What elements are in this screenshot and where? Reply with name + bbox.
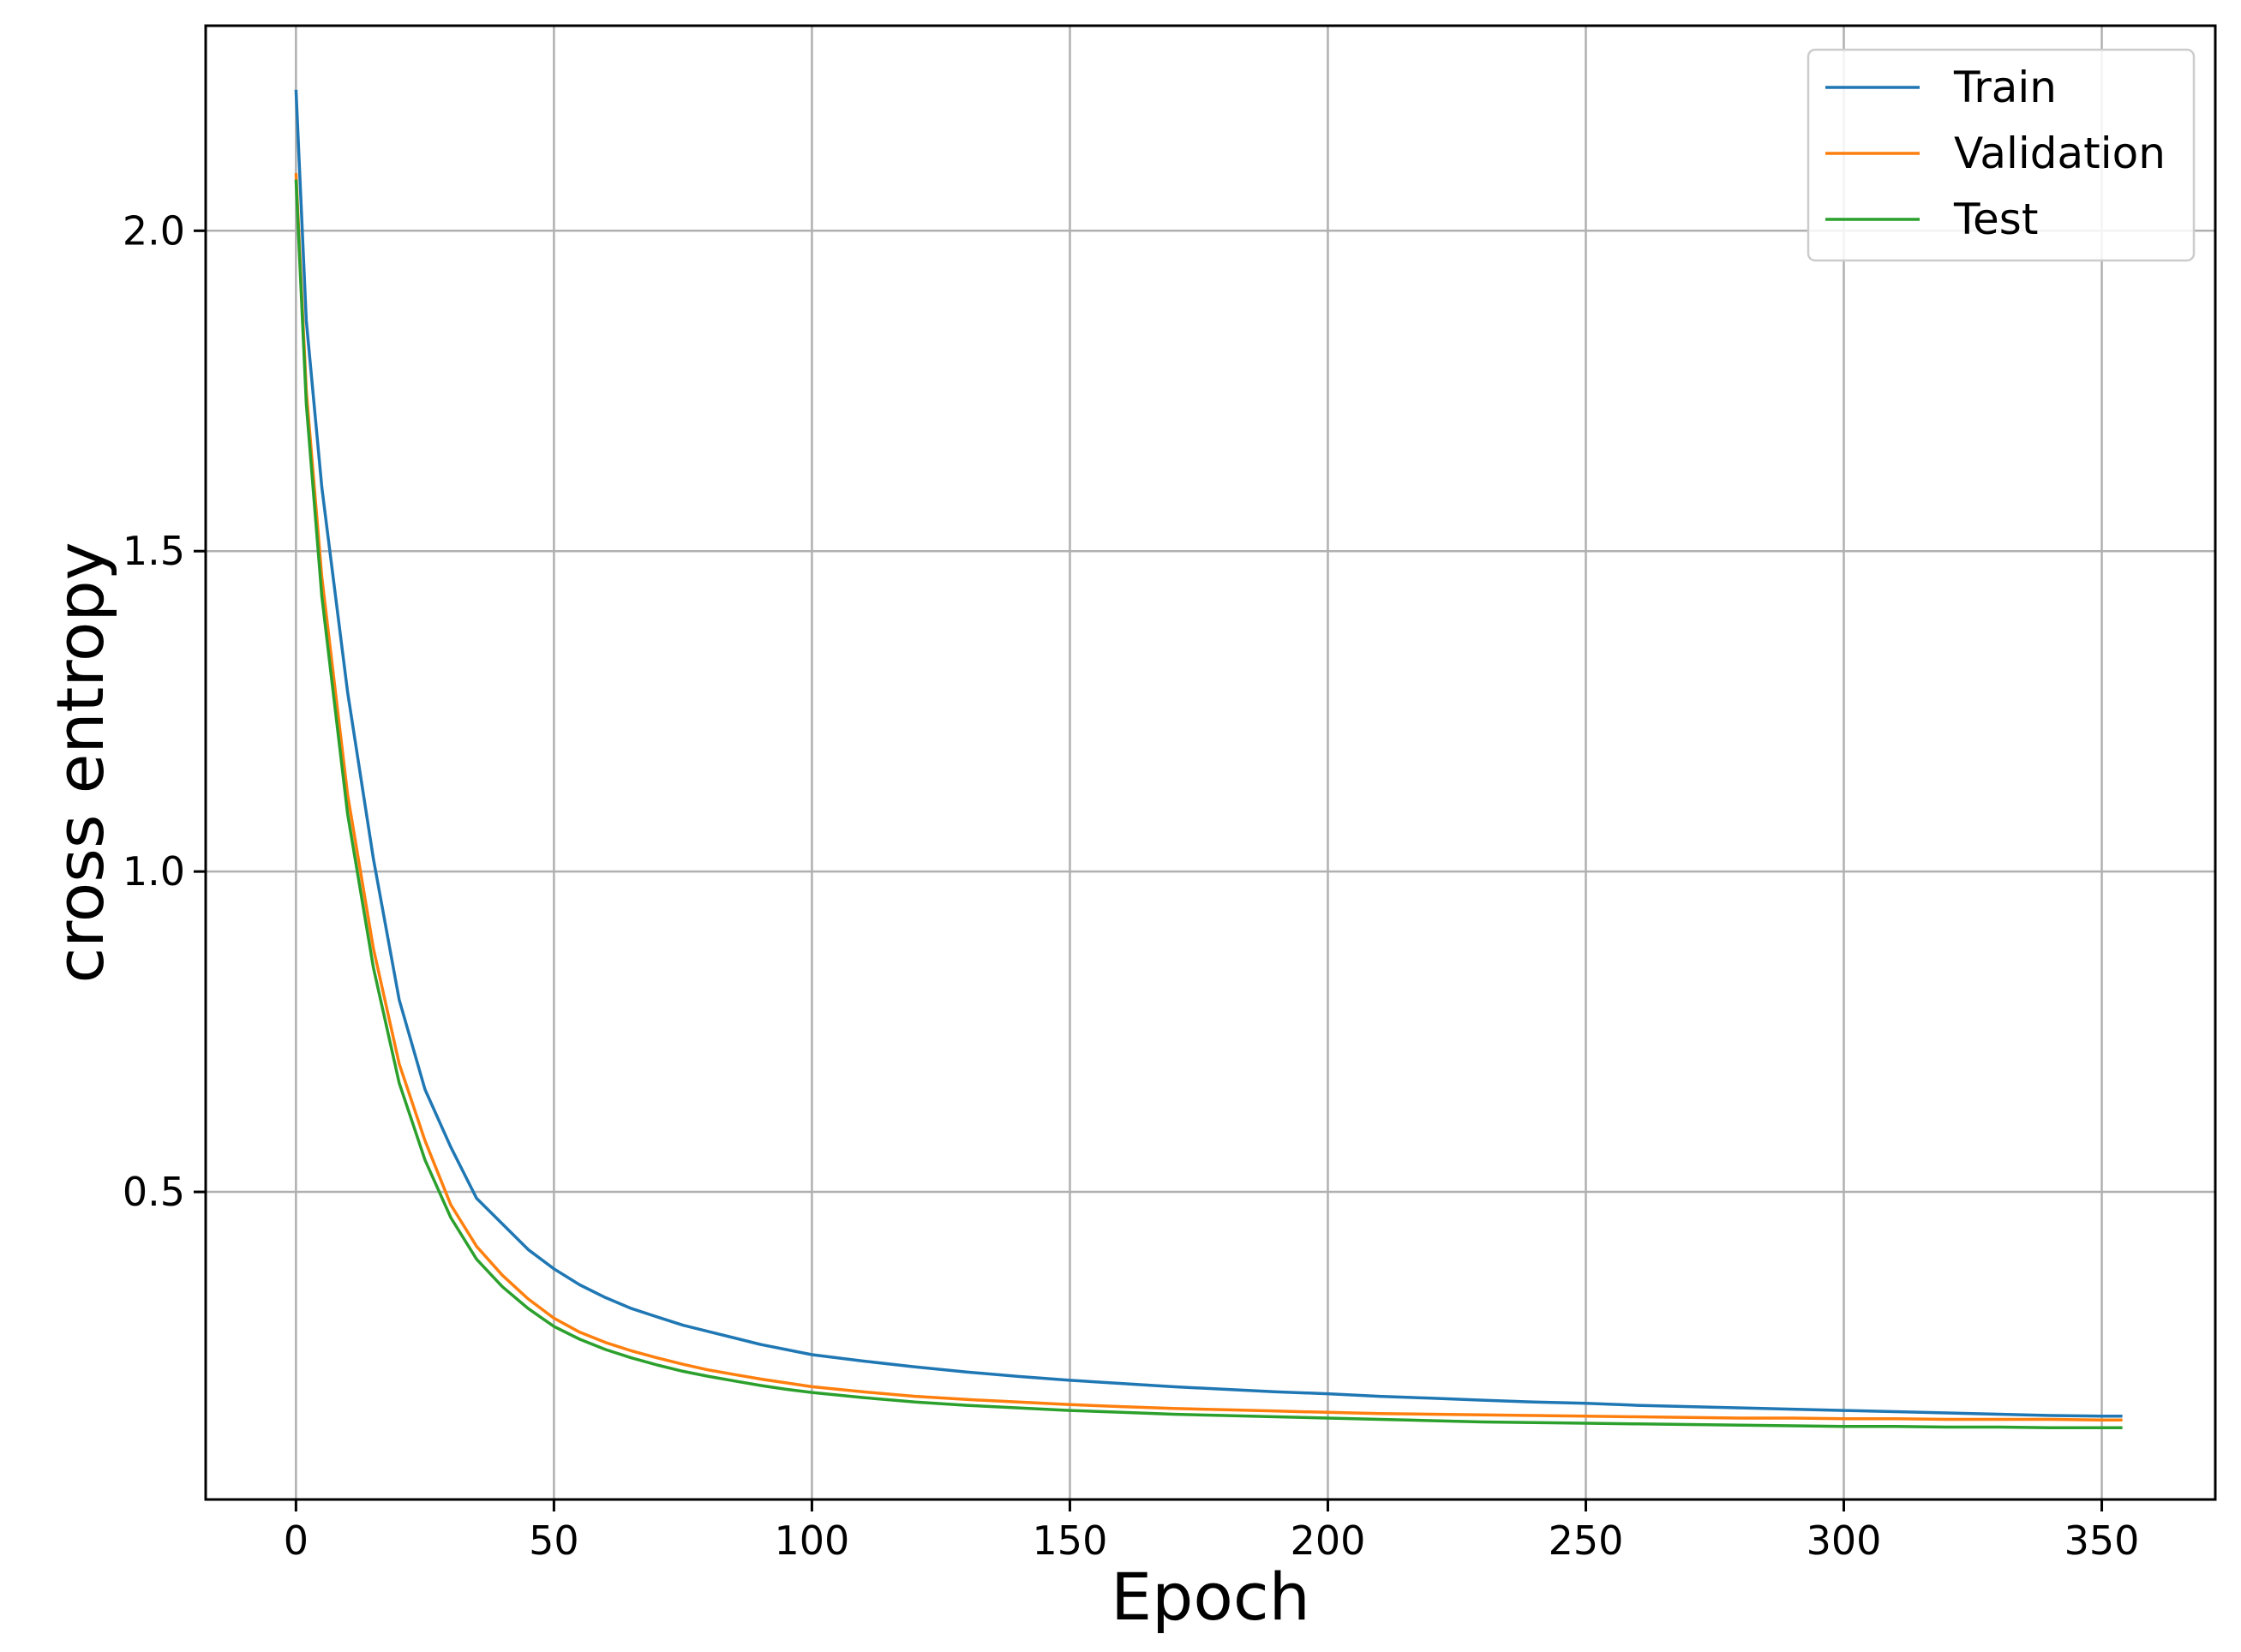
x-tick-label: 50 [529,1517,579,1564]
legend-label-test: Test [1953,195,2038,244]
x-axis-label: Epoch [1111,1559,1310,1635]
legend: Train Validation Test [1807,48,2196,262]
x-tick-label: 200 [1291,1517,1366,1564]
y-tick-label: 1.5 [123,528,185,574]
plot-frame [204,24,2217,1501]
grid [206,26,2215,1499]
x-tick-label: 100 [775,1517,850,1564]
series-line-validation [294,172,2123,1422]
ticks: 0 50 100 150 200 250 300 350 0.5 1.0 1.5 2.0 [123,207,2140,1564]
x-tick-label: 150 [1033,1517,1108,1564]
legend-box [1807,48,2196,262]
y-tick-label: 2.0 [123,207,185,254]
x-tick-label: 350 [2064,1517,2140,1564]
y-tick-label: 0.5 [123,1169,185,1215]
series-layer [294,89,2123,1429]
series-line-test [294,179,2123,1429]
x-tick-label: 300 [1807,1517,1882,1564]
series-line-train [294,89,2123,1418]
legend-label-validation: Validation [1954,129,2166,178]
x-tick-label: 250 [1549,1517,1624,1564]
y-tick-label: 1.0 [123,848,185,895]
y-axis-label: cross entropy [42,542,118,983]
legend-label-train: Train [1953,63,2057,112]
x-tick-label: 0 [284,1517,309,1564]
